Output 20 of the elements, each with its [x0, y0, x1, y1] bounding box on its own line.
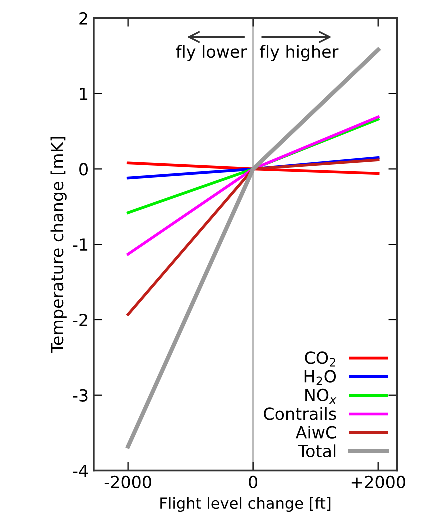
legend-label: AiwC [296, 426, 336, 439]
legend-label: Total [298, 444, 336, 458]
y-tick-label: -3 [73, 389, 88, 402]
y-axis-title: Temperature change [mK] [50, 137, 67, 354]
x-axis-title: Flight level change [ft] [160, 497, 331, 512]
y-tick-label: 2 [80, 12, 88, 25]
legend-label: Contrails [264, 407, 336, 420]
annotation: fly lower [176, 45, 248, 62]
y-tick-label: 0 [80, 163, 88, 176]
legend-label: CO$_{2}$ [305, 352, 336, 367]
y-tick-label: -2 [73, 314, 88, 326]
legend-label: NO$_{x}$ [306, 388, 337, 404]
y-tick-label: 1 [80, 88, 88, 100]
x-tick-label: +2000 [352, 476, 406, 489]
y-tick-label: -1 [73, 238, 88, 251]
y-tick-label: -4 [73, 464, 88, 478]
x-tick-label: 0 [249, 476, 258, 489]
x-tick-label: -2000 [104, 476, 152, 489]
legend-label: H$_{2}$O [304, 370, 336, 386]
annotation: fly higher [260, 45, 339, 62]
